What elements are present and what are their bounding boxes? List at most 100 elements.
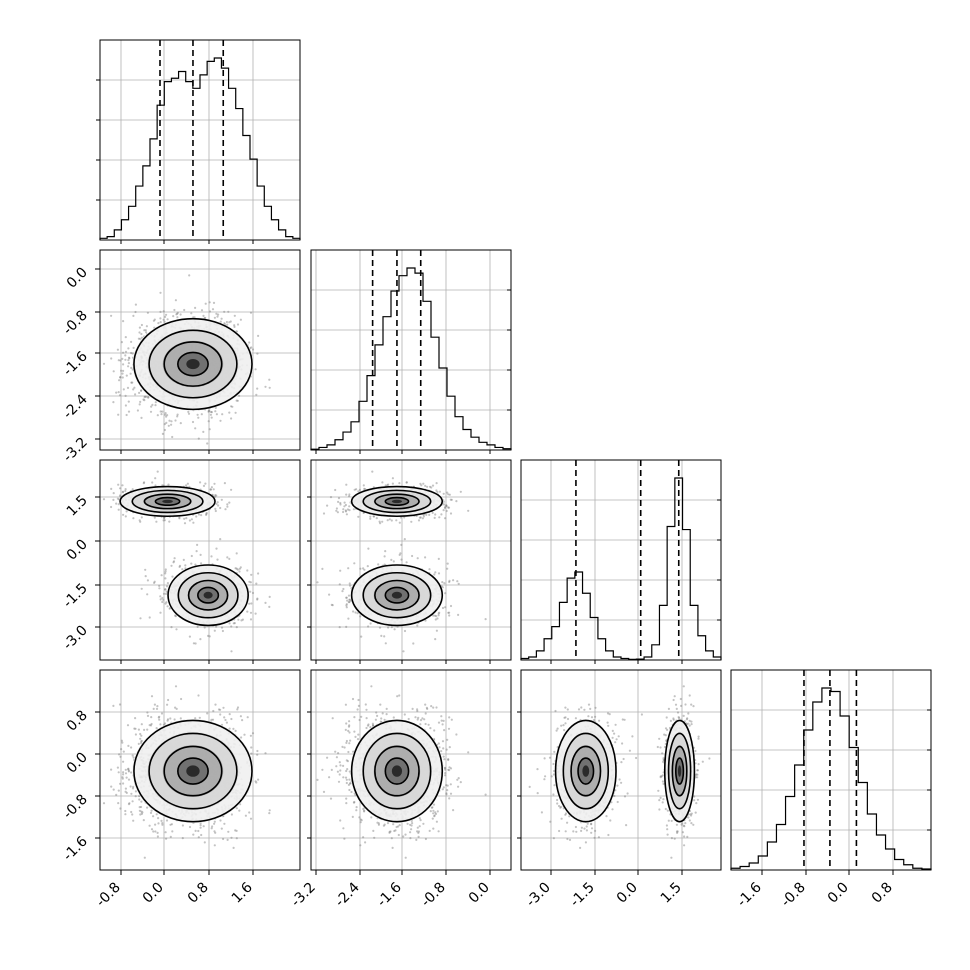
scatter-point [140, 389, 143, 392]
scatter-point [161, 600, 164, 604]
scatter-point [196, 625, 199, 629]
scatter-point [337, 497, 341, 500]
scatter-point [179, 313, 182, 316]
scatter-point [147, 396, 150, 399]
scatter-point [146, 579, 149, 582]
scatter-point [215, 502, 218, 506]
scatter-point [125, 413, 128, 417]
axes-frame [99, 39, 301, 241]
scatter-point [183, 308, 186, 312]
scatter-point [449, 604, 453, 608]
scatter-point [172, 561, 175, 564]
scatter-point [446, 567, 449, 570]
scatter-point [249, 611, 253, 614]
scatter-point [154, 484, 157, 487]
scatter-point [428, 568, 431, 571]
density-contour [350, 485, 444, 518]
scatter-point [211, 308, 215, 311]
scatter-point [117, 391, 120, 394]
scatter-point [345, 596, 348, 599]
scatter-point [164, 570, 167, 573]
scatter-point [178, 516, 181, 519]
scatter-point [437, 572, 441, 575]
scatter-point [121, 376, 124, 379]
scatter-point [153, 516, 156, 519]
scatter-point [164, 568, 167, 571]
scatter-point [364, 488, 367, 491]
scatter-point [366, 565, 369, 568]
scatter-point [347, 567, 350, 570]
scatter-point [213, 316, 216, 319]
scatter-point [411, 554, 414, 558]
scatter-point [229, 320, 232, 323]
scatter-point [117, 413, 120, 416]
scatter-point [254, 612, 257, 615]
scatter-point [387, 626, 390, 629]
scatter-point [227, 310, 230, 313]
scatter-point [249, 581, 252, 584]
scatter-point [416, 557, 419, 560]
scatter-point [255, 582, 258, 585]
scatter-point [162, 592, 166, 595]
scatter-point [251, 348, 255, 351]
scatter-point [363, 487, 366, 490]
scatter-point [437, 612, 440, 615]
scatter-point [144, 395, 147, 398]
scatter-point [172, 315, 175, 318]
scatter-point [143, 396, 146, 399]
scatter-point [209, 488, 212, 491]
scatter-point [342, 508, 345, 511]
scatter-point [434, 638, 437, 641]
scatter-point [353, 562, 356, 565]
scatter-point [183, 522, 187, 525]
scatter-point [112, 401, 115, 404]
scatter-point [115, 502, 118, 505]
scatter-point [367, 625, 370, 628]
scatter-point [234, 567, 237, 570]
scatter-point [164, 577, 167, 580]
scatter-point [181, 568, 184, 571]
scatter-point [196, 543, 199, 547]
scatter-point [209, 413, 212, 416]
scatter-point [118, 394, 122, 397]
scatter-point [228, 321, 231, 324]
scatter-point [226, 503, 229, 506]
scatter-point [160, 413, 163, 416]
scatter-point [170, 564, 173, 567]
scatter-point [130, 351, 133, 355]
scatter-point [437, 557, 440, 561]
scatter-point [369, 517, 372, 520]
scatter-point [162, 310, 165, 313]
scatter-point [137, 337, 140, 340]
scatter-point [249, 590, 252, 593]
scatter-point [223, 482, 226, 485]
scatter-point [246, 610, 249, 613]
scatter-point [127, 359, 130, 362]
scatter-point [130, 746, 133, 749]
scatter-point [443, 582, 446, 585]
scatter-point [140, 336, 144, 339]
scatter-point [117, 483, 120, 486]
scatter-point [347, 601, 350, 604]
scatter-point [433, 614, 436, 617]
scatter-point [208, 310, 212, 313]
scatter-point [166, 605, 169, 608]
scatter-point [112, 492, 115, 495]
scatter-point [156, 414, 159, 417]
scatter-point [426, 485, 429, 488]
scatter-point [356, 612, 359, 615]
scatter-point [159, 598, 162, 601]
scatter-point [127, 362, 130, 365]
scatter-point [214, 509, 217, 513]
scatter-point [165, 819, 169, 822]
scatter-point [190, 312, 193, 315]
scatter-point [164, 588, 167, 591]
scatter-point [140, 389, 143, 392]
scatter-point [151, 403, 154, 406]
scatter-point [352, 508, 355, 511]
density-contour [177, 351, 209, 377]
scatter-point [119, 376, 122, 379]
scatter-point [330, 603, 333, 607]
scatter-point [316, 581, 319, 584]
scatter-point [221, 629, 224, 633]
